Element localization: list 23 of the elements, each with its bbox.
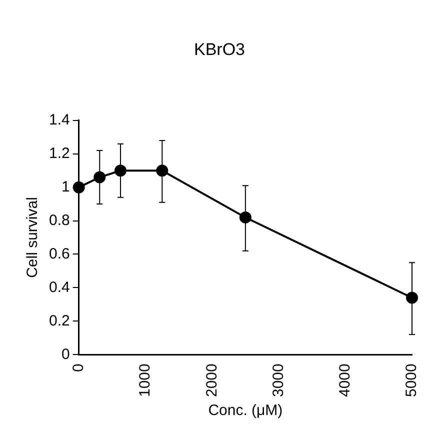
point — [114, 164, 126, 177]
point — [156, 164, 168, 177]
y-tick-label: 0.8 — [48, 212, 70, 229]
y-tick-label: 0.4 — [48, 278, 70, 296]
point — [94, 171, 106, 184]
chart-title: KBrO3 — [194, 40, 246, 59]
x-axis-title: Conc. (μM) — [208, 402, 283, 420]
y-tick-label: 0.6 — [48, 245, 70, 262]
point — [406, 292, 418, 304]
point — [239, 211, 252, 224]
x-tick-label: 5000 — [403, 364, 420, 398]
x-tick-label: 4000 — [336, 364, 354, 398]
y-axis-title: Cell survival — [24, 197, 42, 278]
y-tick-label: 1.4 — [48, 112, 70, 129]
x-tick-label: 3000 — [270, 364, 287, 398]
y-tick-label: 0 — [62, 346, 70, 363]
point — [72, 181, 85, 194]
x-tick-label: 2000 — [203, 364, 220, 398]
x-tick-label: 1000 — [136, 364, 154, 398]
y-tick-label: 1 — [62, 178, 70, 196]
y-tick-label: 1.2 — [48, 145, 70, 162]
y-tick-label: 0.2 — [48, 312, 70, 330]
x-tick-label: 0 — [70, 364, 87, 372]
